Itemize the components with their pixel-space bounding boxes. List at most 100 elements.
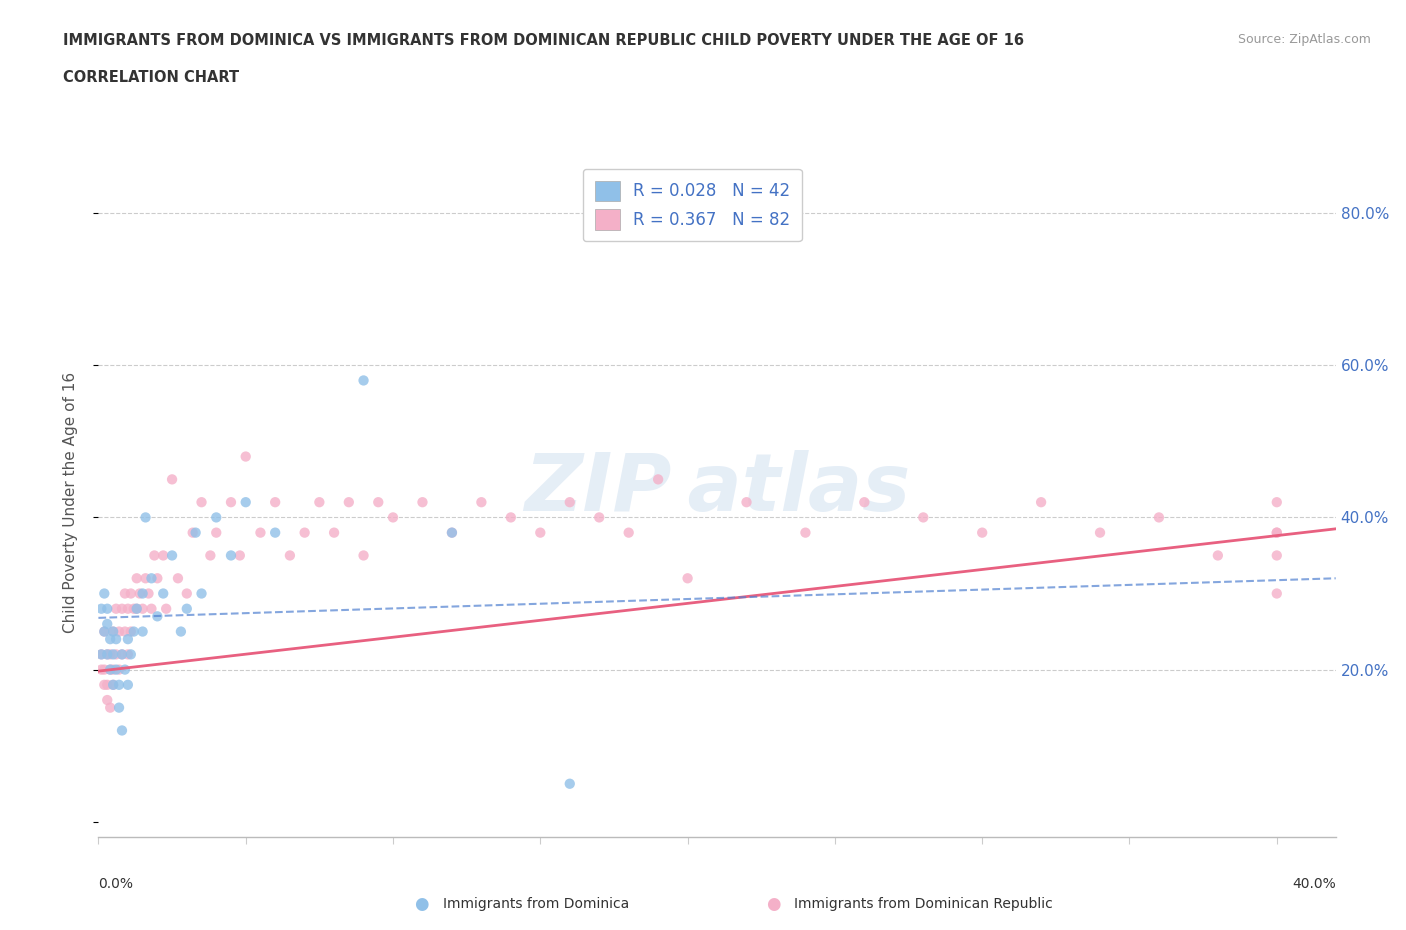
Point	[105, 647, 128, 662]
Point	[98, 647, 121, 662]
Point	[96, 617, 118, 631]
Point	[117, 647, 139, 662]
Y-axis label: Child Poverty Under the Age of 16: Child Poverty Under the Age of 16	[63, 372, 77, 632]
Point	[93, 662, 115, 677]
Legend: R = 0.028   N = 42, R = 0.367   N = 82: R = 0.028 N = 42, R = 0.367 N = 82	[583, 169, 801, 242]
Point	[105, 662, 128, 677]
Point	[205, 510, 228, 525]
Text: Source: ZipAtlas.com: Source: ZipAtlas.com	[1237, 33, 1371, 46]
Point	[278, 548, 301, 563]
Point	[90, 602, 112, 617]
Point	[117, 602, 139, 617]
Point	[470, 495, 492, 510]
Point	[108, 677, 131, 692]
Point	[1265, 525, 1288, 540]
Point	[249, 525, 271, 540]
Point	[647, 472, 669, 486]
Point	[1265, 548, 1288, 563]
Point	[411, 495, 433, 510]
Point	[135, 571, 157, 586]
Point	[367, 495, 389, 510]
Point	[108, 662, 131, 677]
Point	[105, 602, 128, 617]
Point	[120, 647, 142, 662]
Point	[111, 647, 134, 662]
Point	[125, 602, 148, 617]
Point	[117, 677, 139, 692]
Point	[170, 624, 193, 639]
Point	[90, 647, 112, 662]
Point	[1029, 495, 1052, 510]
Point	[141, 571, 163, 586]
Point	[93, 677, 115, 692]
Point	[181, 525, 204, 540]
Point	[735, 495, 758, 510]
Point	[93, 586, 115, 601]
Point	[440, 525, 463, 540]
Point	[131, 624, 153, 639]
Point	[90, 662, 112, 677]
Point	[135, 510, 157, 525]
Point	[98, 631, 121, 646]
Point	[114, 662, 136, 677]
Point	[176, 586, 198, 601]
Point	[152, 548, 174, 563]
Point	[229, 548, 252, 563]
Point	[98, 662, 121, 677]
Text: ●: ●	[766, 895, 780, 913]
Point	[1265, 586, 1288, 601]
Point	[96, 677, 118, 692]
Point	[676, 571, 699, 586]
Point	[219, 495, 242, 510]
Point	[96, 602, 118, 617]
Point	[294, 525, 316, 540]
Point	[972, 525, 994, 540]
Point	[167, 571, 190, 586]
Point	[131, 602, 153, 617]
Point	[141, 602, 163, 617]
Point	[912, 510, 935, 525]
Point	[105, 631, 128, 646]
Point	[143, 548, 166, 563]
Point	[1147, 510, 1170, 525]
Point	[1265, 495, 1288, 510]
Text: 40.0%: 40.0%	[1292, 877, 1336, 891]
Point	[184, 525, 207, 540]
Point	[146, 609, 169, 624]
Point	[98, 662, 121, 677]
Point	[111, 647, 134, 662]
Point	[101, 647, 124, 662]
Text: CORRELATION CHART: CORRELATION CHART	[63, 70, 239, 85]
Point	[200, 548, 222, 563]
Point	[853, 495, 876, 510]
Text: Immigrants from Dominican Republic: Immigrants from Dominican Republic	[794, 897, 1053, 911]
Point	[155, 602, 177, 617]
Point	[101, 624, 124, 639]
Point	[160, 548, 183, 563]
Text: ZIP atlas: ZIP atlas	[524, 450, 910, 528]
Point	[235, 449, 257, 464]
Point	[617, 525, 640, 540]
Text: 0.0%: 0.0%	[98, 877, 134, 891]
Point	[128, 586, 150, 601]
Point	[114, 624, 136, 639]
Point	[190, 495, 212, 510]
Point	[131, 586, 153, 601]
Point	[382, 510, 405, 525]
Point	[108, 700, 131, 715]
Point	[794, 525, 817, 540]
Point	[122, 624, 145, 639]
Point	[93, 624, 115, 639]
Point	[122, 602, 145, 617]
Point	[96, 647, 118, 662]
Point	[1088, 525, 1111, 540]
Point	[323, 525, 346, 540]
Point	[114, 586, 136, 601]
Point	[111, 723, 134, 737]
Point	[353, 548, 375, 563]
Point	[125, 602, 148, 617]
Point	[235, 495, 257, 510]
Point	[120, 624, 142, 639]
Point	[101, 662, 124, 677]
Point	[90, 647, 112, 662]
